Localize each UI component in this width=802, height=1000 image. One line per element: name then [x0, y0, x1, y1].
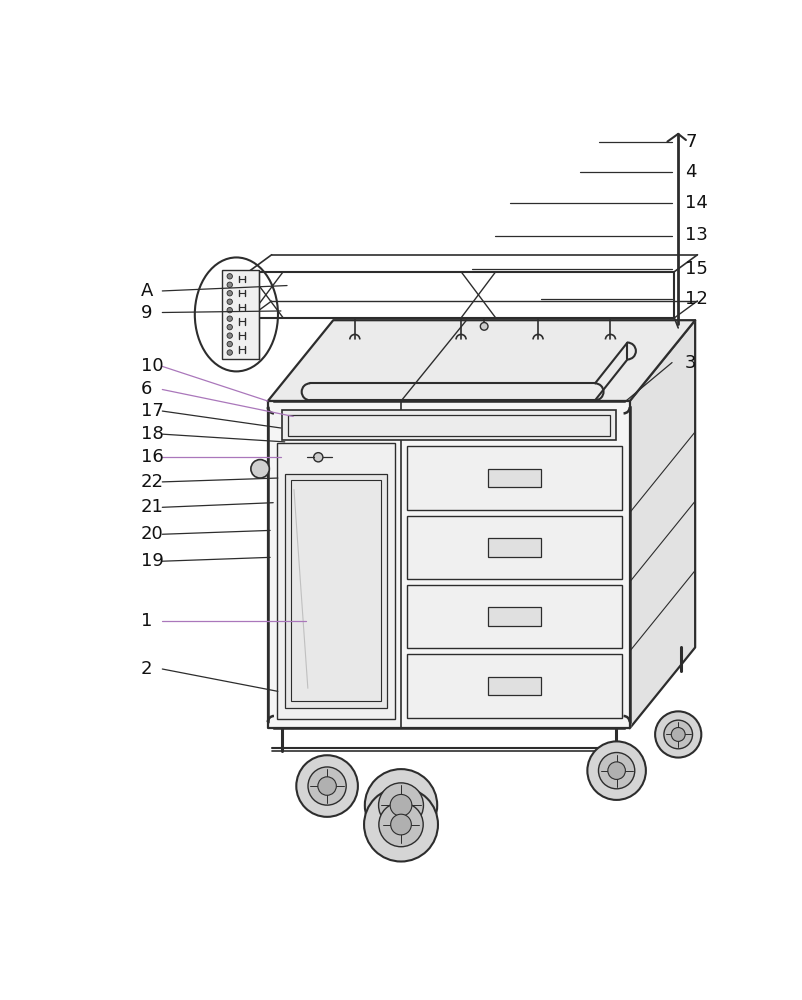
Circle shape — [655, 711, 701, 758]
Text: 14: 14 — [685, 194, 708, 212]
Circle shape — [364, 788, 438, 862]
Bar — [291, 480, 381, 701]
Text: 20: 20 — [141, 525, 164, 543]
Text: 22: 22 — [141, 473, 164, 491]
Polygon shape — [630, 320, 695, 728]
Circle shape — [227, 316, 233, 321]
Text: 4: 4 — [685, 163, 697, 181]
Bar — [488, 538, 541, 557]
Circle shape — [365, 769, 437, 841]
Polygon shape — [268, 401, 630, 728]
Circle shape — [671, 728, 685, 741]
Circle shape — [308, 767, 346, 805]
Circle shape — [379, 802, 423, 847]
Text: 17: 17 — [141, 402, 164, 420]
Circle shape — [391, 814, 411, 835]
Circle shape — [227, 274, 233, 279]
Circle shape — [664, 720, 693, 749]
Bar — [407, 516, 622, 579]
Circle shape — [227, 341, 233, 347]
Bar — [488, 607, 541, 626]
Circle shape — [480, 323, 488, 330]
Circle shape — [227, 307, 233, 313]
Polygon shape — [268, 320, 695, 401]
Bar — [407, 585, 622, 648]
Circle shape — [608, 762, 626, 779]
Text: 7: 7 — [685, 133, 697, 151]
Bar — [221, 270, 258, 359]
Bar — [488, 677, 541, 695]
Text: 16: 16 — [141, 448, 164, 466]
Bar — [488, 469, 541, 487]
Text: 10: 10 — [141, 357, 164, 375]
Circle shape — [598, 753, 634, 789]
Text: 3: 3 — [685, 354, 697, 372]
Bar — [285, 474, 387, 708]
Text: A: A — [141, 282, 153, 300]
Circle shape — [318, 777, 336, 795]
Bar — [282, 410, 616, 440]
Text: 19: 19 — [141, 552, 164, 570]
Text: 2: 2 — [141, 660, 152, 678]
Text: 12: 12 — [685, 290, 708, 308]
Bar — [407, 446, 622, 510]
Text: 6: 6 — [141, 380, 152, 398]
Circle shape — [314, 453, 323, 462]
Bar — [407, 654, 622, 718]
Circle shape — [587, 741, 646, 800]
Circle shape — [390, 794, 412, 816]
Text: 18: 18 — [141, 425, 164, 443]
Text: 15: 15 — [685, 260, 708, 278]
Circle shape — [227, 333, 233, 338]
Text: 13: 13 — [685, 227, 708, 244]
Circle shape — [227, 324, 233, 330]
Text: 21: 21 — [141, 498, 164, 516]
Circle shape — [251, 460, 269, 478]
Circle shape — [296, 755, 358, 817]
Bar — [277, 443, 395, 719]
Text: 9: 9 — [141, 304, 152, 322]
Circle shape — [227, 291, 233, 296]
Circle shape — [227, 299, 233, 304]
Circle shape — [379, 783, 423, 828]
Text: 1: 1 — [141, 611, 152, 630]
Circle shape — [227, 350, 233, 355]
Bar — [288, 415, 610, 436]
Circle shape — [227, 282, 233, 287]
